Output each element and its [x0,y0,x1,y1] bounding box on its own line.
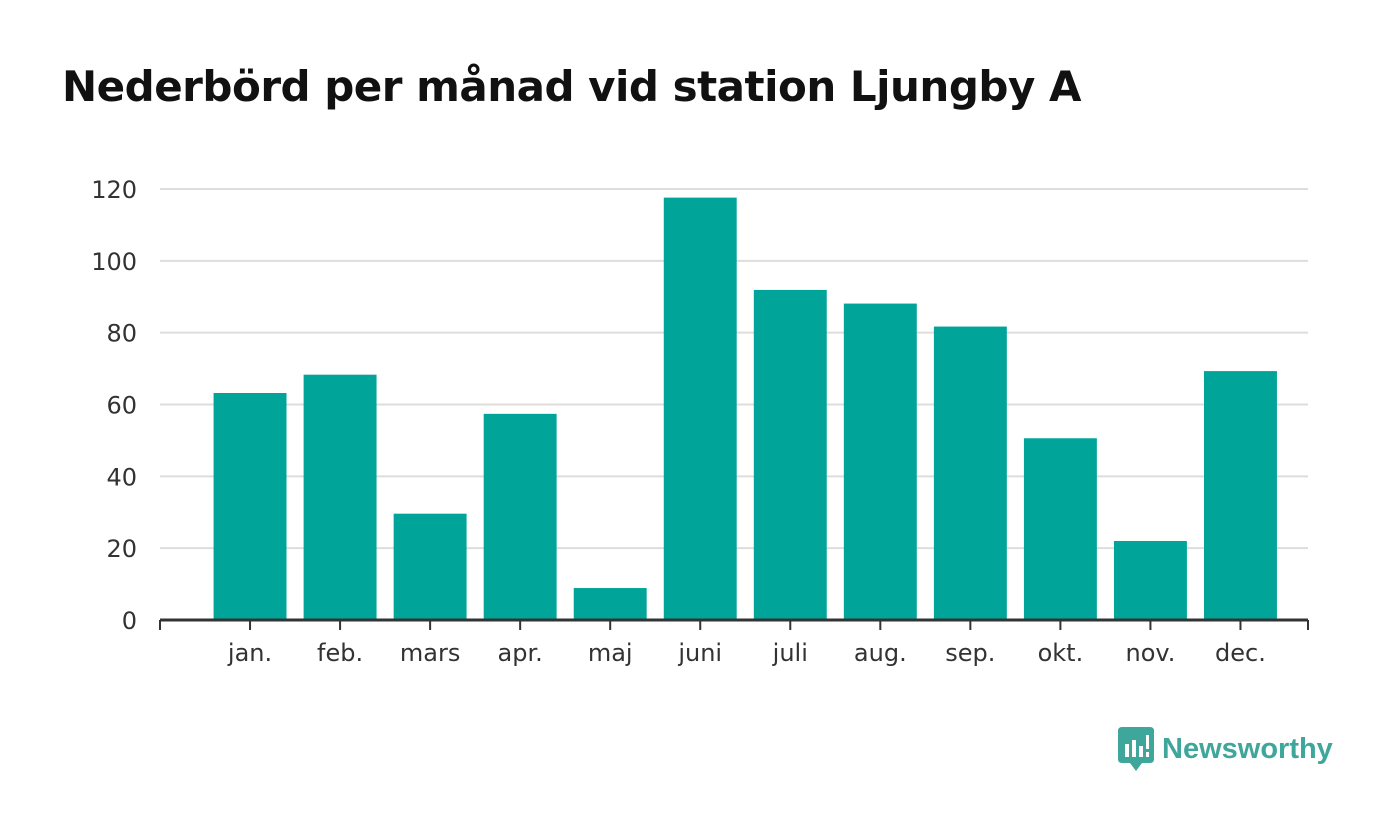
bar-0 [213,393,287,620]
y-tick-label: 80 [106,320,137,348]
bar-7 [843,303,917,620]
x-tick-label: sep. [945,639,995,667]
bar-6 [753,289,827,620]
y-tick-label: 120 [91,176,137,204]
y-tick-label: 0 [122,607,137,635]
x-tick-label: mars [400,639,460,667]
x-tick-label: maj [588,639,633,667]
bar-2 [393,513,467,620]
x-tick-label: feb. [317,639,363,667]
newsworthy-logo-icon [1118,727,1154,771]
bar-3 [483,413,557,620]
y-tick-label: 100 [91,248,137,276]
bar-10 [1113,540,1187,620]
newsworthy-logo: Newsworthy [1118,726,1333,772]
x-tick-label: apr. [498,639,543,667]
bar-9 [1023,438,1097,620]
x-axis [159,618,1309,630]
x-tick-label: jan. [227,639,272,667]
y-tick-label: 40 [106,463,137,491]
x-tick-label: juni [677,639,722,667]
x-axis-labels: jan. feb. mars apr. maj juni juli aug. sep. okt. n… [227,639,1266,667]
bar-5 [663,197,737,620]
brand-name: Newsworthy [1162,732,1333,765]
x-tick-label: aug. [854,639,907,667]
bar-1 [303,374,377,620]
x-tick-label: okt. [1038,639,1084,667]
y-tick-label: 20 [106,535,137,563]
bar-11 [1204,371,1277,620]
bars [213,197,1277,620]
x-tick-label: nov. [1125,639,1175,667]
x-tick-label: dec. [1215,639,1266,667]
y-tick-label: 60 [106,392,137,420]
bar-8 [933,326,1007,620]
x-tick-label: juli [772,639,808,667]
chart-title: Nederbörd per månad vid station Ljungby … [62,62,1081,111]
bar-4 [573,588,647,620]
y-axis-labels: 0 20 40 60 80 100 120 [91,176,137,635]
